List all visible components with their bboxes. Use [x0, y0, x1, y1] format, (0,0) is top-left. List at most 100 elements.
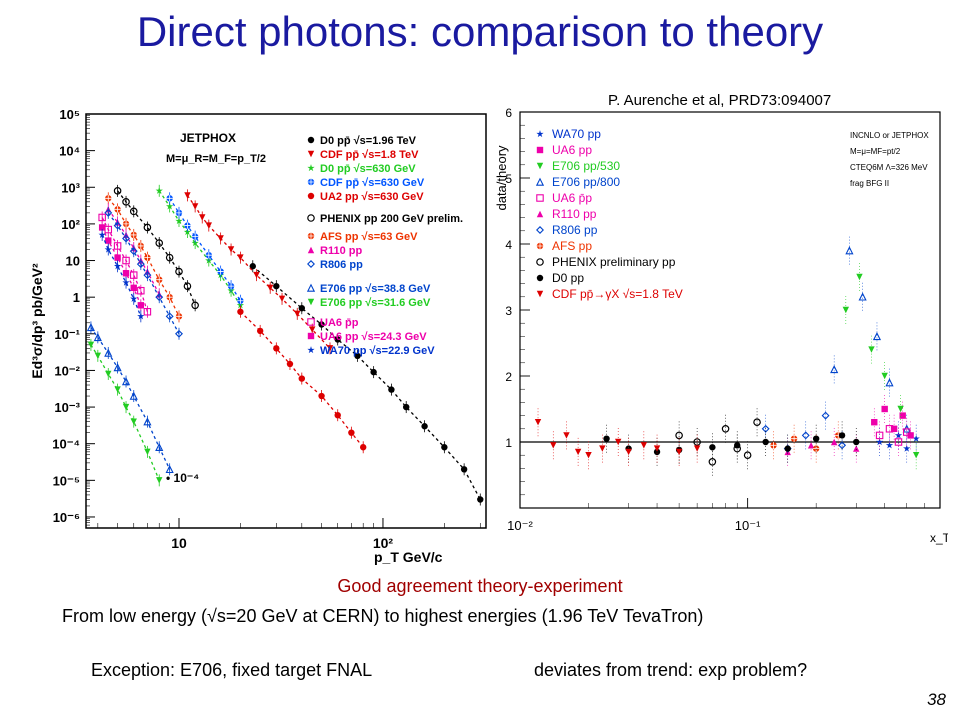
legend-marker [536, 194, 544, 202]
data-point [122, 234, 131, 243]
legend-marker [307, 164, 315, 172]
data-point [881, 405, 888, 413]
data-point [94, 352, 102, 360]
series-9 [86, 321, 174, 476]
y-tick-label: 10⁻⁴ [52, 437, 80, 452]
data-point [273, 282, 280, 290]
data-point [253, 271, 260, 279]
offset-annotation: • 10⁻⁴ [166, 471, 199, 485]
data-point [318, 321, 325, 328]
data-point [166, 195, 173, 202]
legend-label: PHENIX preliminary pp [552, 255, 676, 269]
data-point [98, 213, 106, 222]
series-0 [875, 421, 920, 463]
data-point [334, 411, 341, 419]
data-point [294, 310, 301, 318]
data-point [175, 329, 183, 338]
x-axis-label: p_T GeV/c [374, 549, 443, 565]
data-point [897, 405, 904, 413]
legend: WA70 pp UA6 pp E706 pp/530 E706 pp/800 UA6 p… [535, 127, 683, 301]
y-axis-label: data/theory [496, 145, 509, 211]
agreement-text: Good agreement theory-experiment [337, 576, 623, 596]
data-point [143, 223, 152, 232]
data-point [166, 202, 174, 210]
data-point [137, 312, 145, 320]
data-point [129, 207, 138, 216]
data-point [640, 442, 648, 449]
data-point [165, 312, 174, 321]
legend-label: CDF pp̄ √s=630 GeV [320, 177, 425, 189]
legend-marker [536, 290, 544, 298]
data-point [104, 208, 113, 217]
y-tick-label: 10⁴ [59, 144, 80, 159]
data-point [165, 464, 174, 474]
data-point [183, 228, 192, 236]
data-point [309, 326, 316, 333]
data-point [858, 292, 867, 301]
deviation-text: deviates from trend: exp problem? [534, 660, 808, 680]
data-point [155, 293, 164, 302]
data-point [388, 386, 395, 393]
data-point [460, 466, 468, 473]
data-point [912, 434, 920, 442]
data-point [137, 302, 145, 309]
y-tick-label: 10⁻² [54, 363, 80, 378]
data-point [693, 438, 701, 446]
data-point [191, 203, 199, 210]
data-point [853, 445, 860, 452]
data-point [845, 246, 854, 255]
data-point [334, 336, 341, 343]
theory-curve [107, 197, 180, 317]
legend-marker [536, 146, 544, 154]
data-point [807, 442, 815, 449]
data-point [183, 282, 192, 290]
data-point [105, 237, 112, 244]
data-point [130, 284, 137, 292]
data-point [273, 345, 280, 352]
data-point [359, 444, 367, 451]
data-point [104, 348, 113, 357]
data-point [122, 220, 130, 228]
legend-label: E706 pp √s=38.8 GeV [320, 283, 431, 295]
legend: D0 pp̄ √s=1.96 TeV CDF pp̄ √s=1.8 TeV D0 p… [306, 135, 463, 357]
data-point [653, 448, 661, 456]
theory-curve [158, 190, 241, 306]
data-point [155, 442, 164, 452]
data-point [156, 477, 163, 484]
exception-text: Exception: E706, fixed target FNAL [91, 660, 373, 680]
data-point [734, 442, 741, 449]
legend-marker [536, 242, 544, 250]
legend-marker [307, 150, 315, 158]
data-point [143, 307, 152, 316]
x-tick-label: 10⁻² [507, 518, 533, 533]
y-tick-label: 1 [73, 290, 80, 305]
data-point [370, 368, 377, 376]
theory-curve [90, 327, 171, 470]
data-point [885, 425, 894, 433]
legend-marker [536, 210, 544, 218]
legend-label: R806 pp [320, 259, 363, 271]
legend-label: D0 pp̄ √s=1.96 TeV [320, 135, 417, 147]
series-2 [842, 263, 920, 470]
y-tick-label: 10² [61, 217, 80, 232]
data-point [326, 345, 334, 352]
data-point [894, 431, 903, 439]
data-point [137, 242, 145, 250]
data-point [217, 268, 224, 275]
series-1 [871, 395, 914, 450]
y-tick-label: 5 [505, 172, 512, 186]
series-12 [98, 221, 145, 312]
y-tick-label: 4 [505, 238, 512, 252]
legend-marker [535, 177, 545, 186]
theory-note-3: frag BFG II [850, 179, 889, 188]
legend-marker [307, 232, 315, 240]
data-point [113, 187, 122, 195]
legend-marker [307, 346, 315, 354]
data-point [856, 273, 863, 281]
series-10 [534, 408, 701, 470]
data-point [130, 418, 137, 425]
slide-number: 38 [927, 690, 946, 709]
energy-range-text: From low energy (√s=20 GeV at CERN) to h… [62, 606, 704, 626]
legend-marker [307, 318, 315, 326]
data-point [155, 186, 163, 194]
